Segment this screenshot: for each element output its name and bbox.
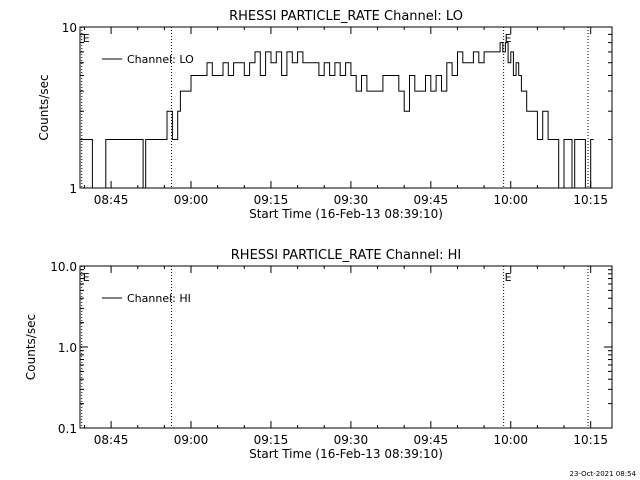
y-tick-label: 1.0 [58,341,77,355]
y-tick-label: 10 [62,21,77,35]
x-tick-label: 09:45 [414,433,449,447]
event-marker-label: E [83,32,90,45]
x-tick-label: 10:00 [493,433,528,447]
series-line-channel-lo [80,42,594,189]
chart-panel-lo: RHESSI PARTICLE_RATE Channel: LO 08:45 09:… [37,9,613,221]
x-tick-label: 09:15 [254,433,289,447]
event-marker-label: E [83,271,90,284]
event-marker-label: E [505,271,512,284]
footer-timestamp: 23-Oct-2021 08:54 [570,470,637,478]
event-marker-label: E [505,32,512,45]
legend-label: Channel: LO [127,53,194,66]
plot-frame [79,265,613,429]
y-axis-label: Counts/sec [24,314,38,380]
x-tick-label: 09:15 [254,193,289,207]
y-tick-label: 10.0 [50,260,77,274]
x-tick-label: 09:00 [174,433,209,447]
x-tick-label: 09:30 [334,193,369,207]
plot-frame [79,26,613,189]
y-axis-label: Counts/sec [37,74,51,140]
chart-title: RHESSI PARTICLE_RATE Channel: LO [229,9,463,24]
x-tick-label: 10:00 [493,193,528,207]
x-tick-label: 10:15 [573,193,608,207]
x-tick-label: 09:45 [414,193,449,207]
x-axis-label: Start Time (16-Feb-13 08:39:10) [249,447,443,461]
x-axis-label: Start Time (16-Feb-13 08:39:10) [249,207,443,221]
x-tick-label: 08:45 [94,193,129,207]
x-tick-label: 08:45 [94,433,129,447]
x-tick-label: 10:15 [573,433,608,447]
legend-label: Channel: HI [127,292,191,305]
y-tick-label: 0.1 [58,422,77,436]
chart-panel-hi: RHESSI PARTICLE_RATE Channel: HI 08:45 09:… [24,248,613,461]
chart-title: RHESSI PARTICLE_RATE Channel: HI [231,248,461,263]
y-tick-label: 1 [69,182,77,196]
x-tick-label: 09:30 [334,433,369,447]
x-tick-label: 09:00 [174,193,209,207]
